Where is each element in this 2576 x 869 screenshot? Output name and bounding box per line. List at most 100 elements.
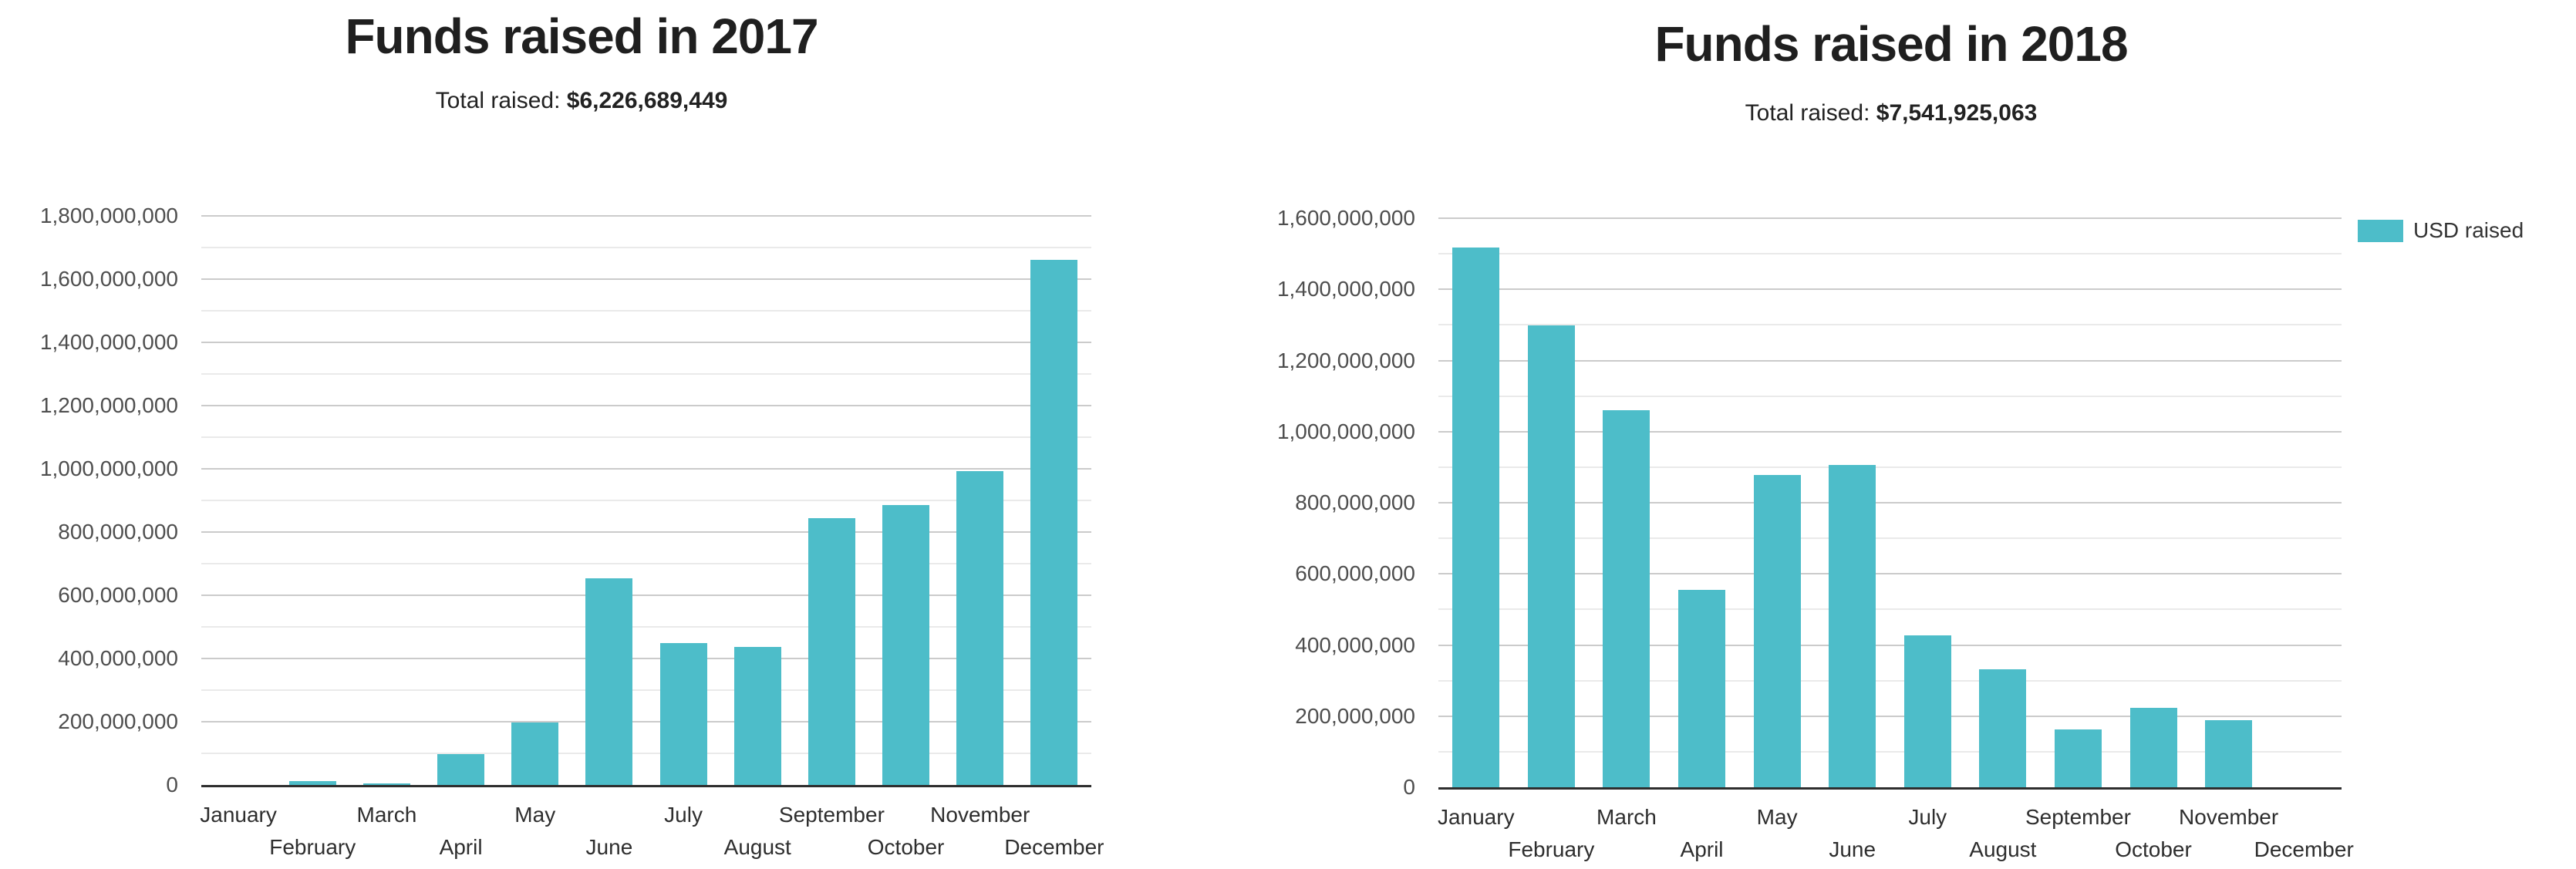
y-axis-tick-label: 1,200,000,000 (39, 393, 178, 417)
chart-title-2017: Funds raised in 2017 (345, 8, 818, 64)
y-axis-tick-label: 200,000,000 (58, 709, 178, 733)
x-axis-label-january: January (1437, 805, 1515, 829)
bar-june[interactable] (1829, 464, 1876, 787)
bar-november[interactable] (956, 471, 1004, 785)
y-axis-tick-label: 400,000,000 (1295, 632, 1415, 657)
bar-april[interactable] (437, 753, 485, 785)
x-axis-label-march: March (1597, 805, 1657, 829)
gridline-minor (1438, 679, 2342, 682)
gridline-major (1438, 715, 2342, 717)
chart-subtitle-2018: Total raised: $7,541,925,063 (1745, 100, 2038, 126)
bar-september[interactable] (2054, 729, 2102, 787)
x-axis-label-february: February (269, 835, 356, 859)
x-axis-label-june: June (1829, 837, 1876, 861)
y-axis-tick-label: 1,600,000,000 (1276, 206, 1415, 230)
bar-november[interactable] (2205, 719, 2253, 787)
bar-march[interactable] (1603, 410, 1650, 787)
gridline-major (1438, 217, 2342, 219)
bar-july[interactable] (659, 642, 707, 785)
gridline-minor (201, 626, 1091, 628)
bar-may[interactable] (511, 722, 559, 785)
gridline-major (201, 594, 1091, 596)
x-axis-label-march: March (356, 803, 417, 827)
legend-item-usd-raised[interactable]: USD raised (2358, 218, 2524, 243)
y-axis-tick-label: 1,000,000,000 (39, 456, 178, 480)
bar-august[interactable] (1979, 669, 2027, 787)
gridline-minor (1438, 324, 2342, 326)
x-axis-label-january: January (200, 803, 277, 827)
x-axis-line (1438, 787, 2342, 790)
x-axis-label-november: November (930, 803, 1030, 827)
subtitle-total-amount: $7,541,925,063 (1876, 100, 2038, 126)
gridline-major (201, 342, 1091, 343)
gridline-minor (1438, 750, 2342, 753)
chart-title-2018: Funds raised in 2018 (1654, 16, 2128, 72)
y-axis-tick-label: 0 (1403, 775, 1415, 799)
gridline-minor (1438, 608, 2342, 611)
gridline-major (1438, 430, 2342, 433)
x-axis-label-october: October (2115, 837, 2192, 861)
bar-april[interactable] (1678, 589, 1726, 787)
y-axis-tick-label: 400,000,000 (58, 646, 178, 670)
gridline-minor (1438, 466, 2342, 468)
y-axis-tick-label: 0 (166, 773, 178, 797)
y-axis-tick-label: 200,000,000 (1295, 703, 1415, 728)
x-axis-label-april: April (1680, 837, 1724, 861)
y-axis-tick-label: 1,600,000,000 (39, 267, 178, 291)
x-axis-label-august: August (723, 835, 791, 859)
bar-july[interactable] (1903, 635, 1951, 787)
x-axis-label-july: July (1908, 805, 1947, 829)
gridline-minor (1438, 395, 2342, 397)
bar-january[interactable] (1452, 247, 1500, 787)
bar-october[interactable] (882, 504, 930, 785)
gridline-major (201, 405, 1091, 406)
x-axis-label-july: July (664, 803, 703, 827)
bar-march[interactable] (362, 783, 410, 785)
bar-december[interactable] (1030, 260, 1078, 785)
chart-funds-2017: Funds raised in 2017 Total raised: $6,22… (39, 8, 1104, 859)
gridline-minor (201, 563, 1091, 564)
gridline-minor (1438, 537, 2342, 540)
y-axis-tick-label: 1,800,000,000 (39, 204, 178, 227)
gridline-major (201, 468, 1091, 470)
subtitle-total-amount: $6,226,689,449 (566, 88, 728, 113)
y-axis-tick-label: 600,000,000 (58, 583, 178, 607)
legend-label: USD raised (2413, 218, 2524, 242)
x-axis-label-april: April (439, 835, 483, 859)
subtitle-prefix: Total raised: (1745, 100, 1876, 126)
chart-subtitle-2017: Total raised: $6,226,689,449 (436, 88, 728, 114)
x-axis-label-september: September (778, 803, 885, 827)
gridline-major (1438, 288, 2342, 291)
x-axis-label-may: May (1756, 805, 1798, 829)
chart-funds-2018: Funds raised in 2018 Total raised: $7,54… (1277, 0, 2576, 869)
bar-september[interactable] (808, 517, 855, 785)
bar-august[interactable] (733, 646, 781, 785)
bar-june[interactable] (585, 578, 633, 785)
x-axis-label-february: February (1508, 837, 1595, 861)
gridline-major (201, 721, 1091, 722)
y-axis-tick-label: 1,200,000,000 (1276, 348, 1415, 372)
bar-october[interactable] (2129, 708, 2177, 787)
gridline-major (1438, 359, 2342, 362)
bar-february[interactable] (1527, 325, 1575, 787)
y-axis-tick-label: 800,000,000 (1295, 490, 1415, 514)
gridline-minor (201, 689, 1091, 691)
gridline-major (201, 531, 1091, 533)
gridline-major (201, 215, 1091, 217)
x-axis-label-november: November (2179, 805, 2279, 829)
gridline-major (201, 658, 1091, 659)
x-axis-label-october: October (867, 835, 945, 859)
gridline-minor (201, 373, 1091, 375)
bar-may[interactable] (1753, 475, 1801, 787)
bar-february[interactable] (288, 781, 336, 785)
x-axis-label-may: May (514, 803, 556, 827)
x-axis-label-december: December (1004, 835, 1104, 859)
y-axis-tick-label: 1,400,000,000 (39, 330, 178, 354)
gridline-major (1438, 573, 2342, 575)
gridline-major (201, 278, 1091, 280)
gridline-minor (201, 436, 1091, 438)
gridline-minor (201, 310, 1091, 312)
y-axis-tick-label: 1,400,000,000 (1276, 277, 1415, 301)
y-axis-tick-label: 1,000,000,000 (1276, 419, 1415, 443)
